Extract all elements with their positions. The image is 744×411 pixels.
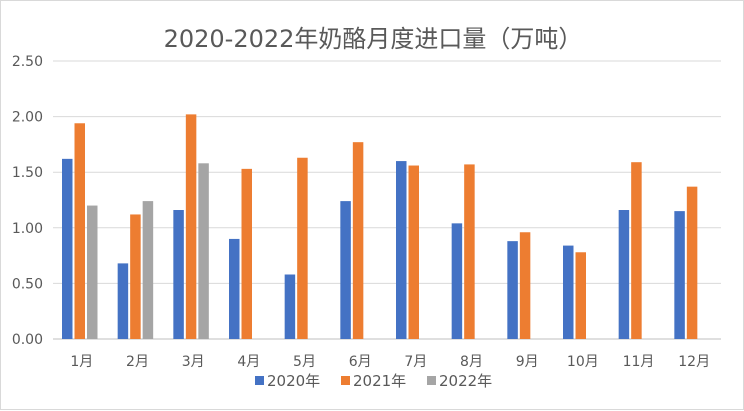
bar-2-4: [241, 168, 252, 339]
x-tick-label: 7月: [404, 354, 427, 370]
chart-title: 2020-2022年奶酪月度进口量（万吨）: [164, 25, 583, 53]
bar-1-8: [451, 223, 463, 339]
bar-1-7: [396, 161, 407, 339]
legend-swatch: [427, 376, 436, 385]
bar-1-4: [229, 238, 240, 339]
x-tick-label: 12月: [678, 354, 710, 370]
bar-2-11: [631, 162, 642, 339]
bar-3-2: [142, 201, 154, 339]
bar-3-1: [87, 205, 98, 339]
gridlines: [53, 60, 721, 340]
x-tick-label: 9月: [516, 354, 539, 370]
bar-2-1: [74, 123, 85, 339]
y-tick-label: 2.50: [12, 54, 43, 70]
bar-2-6: [352, 142, 364, 339]
bar-2-7: [408, 165, 419, 339]
y-axis-ticks: 0.00 0.50 1.00 1.50 2.00 2.50: [12, 54, 43, 348]
y-tick-label: 0.00: [12, 332, 43, 348]
y-tick-label: 1.50: [12, 165, 43, 181]
bar-1-3: [173, 210, 184, 339]
bar-1-12: [674, 211, 685, 339]
bar-3-3: [198, 163, 209, 339]
bar-1-5: [284, 274, 296, 339]
bar-1-1: [62, 158, 73, 339]
x-tick-label: 8月: [460, 354, 483, 370]
x-tick-label: 11月: [623, 354, 655, 370]
bar-1-6: [340, 201, 351, 339]
y-tick-label: 0.50: [12, 276, 43, 292]
bar-1-11: [618, 210, 630, 339]
x-tick-label: 2月: [126, 354, 149, 370]
legend-swatch: [341, 376, 350, 385]
x-tick-label: 6月: [349, 354, 372, 370]
bar-2-8: [464, 164, 475, 339]
bar-2-12: [686, 186, 698, 339]
bar-2-5: [297, 157, 308, 339]
legend-label: 2020年: [267, 372, 320, 390]
x-axis-ticks: 1月 2月 3月 4月 5月 6月 7月 8月 9月 10月 11月 12月: [70, 354, 710, 370]
legend-label: 2022年: [439, 372, 492, 390]
legend: 2020年 2021年 2022年: [255, 372, 492, 390]
x-tick-label: 4月: [237, 354, 260, 370]
bar-1-2: [117, 263, 129, 339]
legend-swatch: [255, 376, 264, 385]
bar-2-9: [519, 232, 531, 339]
x-tick-label: 10月: [567, 354, 599, 370]
bars: [62, 114, 698, 339]
bar-2-10: [575, 252, 586, 339]
y-tick-label: 2.00: [12, 110, 43, 126]
legend-label: 2021年: [353, 372, 406, 390]
bar-2-3: [185, 114, 197, 339]
x-tick-label: 1月: [70, 354, 93, 370]
x-tick-label: 5月: [293, 354, 316, 370]
bar-1-9: [507, 241, 518, 339]
bar-2-2: [130, 214, 141, 339]
x-tick-label: 3月: [182, 354, 205, 370]
bar-1-10: [563, 245, 574, 339]
y-tick-label: 1.00: [12, 221, 43, 237]
